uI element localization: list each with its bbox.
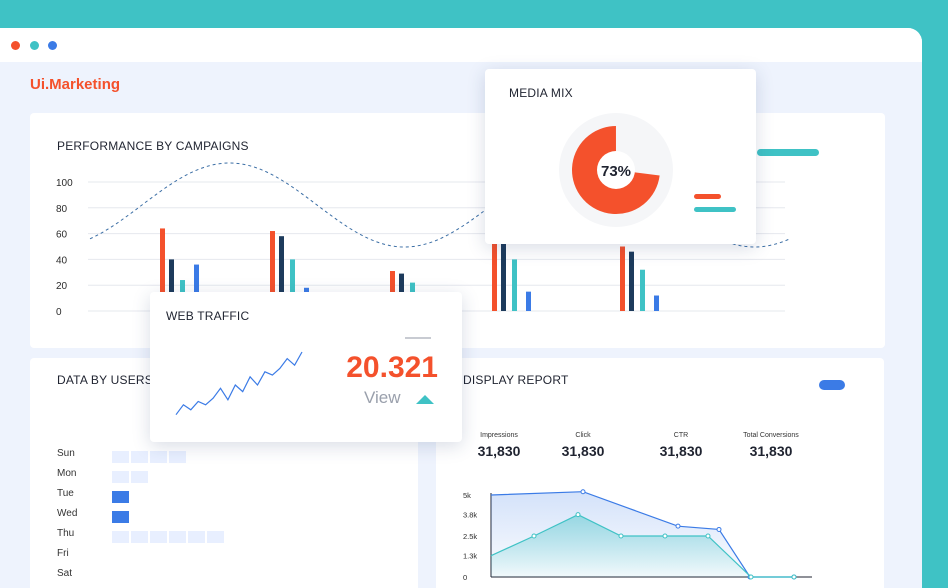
close-window-button[interactable]	[11, 41, 20, 50]
kpi-label: CTR	[673, 432, 689, 439]
menu-dash	[405, 337, 431, 339]
campaign-bar	[526, 291, 531, 311]
report-point	[748, 574, 754, 580]
display-report-title: DISPLAY REPORT	[463, 373, 569, 387]
legend-teal	[694, 207, 736, 212]
report-y-tick: 3.8k	[463, 511, 477, 520]
campaign-bar	[279, 236, 284, 311]
campaign-bar	[290, 259, 295, 311]
data-by-users-title: DATA BY USERS'	[57, 373, 156, 387]
campaign-bar	[270, 231, 275, 311]
heatmap-day-label: Tue	[57, 488, 74, 499]
web-traffic-sparkline	[175, 351, 303, 416]
campaign-bar	[160, 228, 165, 311]
performance-chart: 100 80 60 40 20 0	[56, 162, 791, 318]
report-toggle[interactable]	[819, 380, 845, 390]
kpi-value: 31,830	[561, 443, 605, 459]
report-point	[575, 512, 581, 518]
campaign-bar	[501, 238, 506, 311]
trend-up-icon	[416, 395, 434, 404]
brand-logo[interactable]: Ui.Marketing	[30, 76, 121, 93]
heatmap-day-label: Fri	[57, 548, 69, 559]
performance-title: PERFORMANCE BY CAMPAIGNS	[57, 139, 249, 153]
report-point	[716, 526, 722, 532]
heatmap-cell	[131, 471, 148, 483]
maximize-window-button[interactable]	[48, 41, 57, 50]
view-link[interactable]: View	[364, 388, 401, 407]
campaign-bar	[390, 271, 395, 311]
y-tick-label: 20	[56, 281, 68, 292]
donut-slice	[572, 126, 660, 214]
heatmap-cell	[112, 511, 129, 523]
web-traffic-title: WEB TRAFFIC	[166, 309, 250, 323]
traffic-line	[175, 351, 303, 416]
media-mix-panel: MEDIA MIX 73%	[485, 69, 756, 244]
media-mix-donut: 73%	[559, 113, 736, 227]
legend-orange	[694, 194, 721, 199]
heatmap-cell	[112, 531, 129, 543]
heatmap-day-label: Wed	[57, 508, 78, 519]
report-point	[791, 574, 797, 580]
campaign-bar	[620, 246, 625, 311]
report-y-tick: 5k	[463, 491, 471, 500]
report-point	[662, 533, 668, 539]
kpi-label: Total Conversions	[743, 432, 799, 439]
kpi-value: 31,830	[659, 443, 703, 459]
campaign-bar	[640, 269, 645, 311]
report-point	[580, 489, 586, 495]
campaign-bar	[194, 264, 199, 311]
heatmap-day-label: Mon	[57, 468, 77, 479]
title-bar	[0, 28, 922, 62]
report-point	[531, 533, 537, 539]
heatmap-cell	[169, 451, 186, 463]
report-y-tick: 1.3k	[463, 552, 477, 561]
kpi-value: 31,830	[477, 443, 521, 459]
kpi-value: 31,830	[749, 443, 793, 459]
kpi-label: Click	[575, 432, 591, 439]
report-point	[675, 523, 681, 529]
heatmap-cell	[131, 531, 148, 543]
display-report-chart: 5k 3.8k 2.5k 1.3k 0	[463, 489, 812, 582]
heatmap-day-label: Thu	[57, 528, 75, 539]
report-y-tick: 2.5k	[463, 532, 477, 541]
heatmap-cell	[150, 531, 167, 543]
y-tick-label: 100	[56, 178, 73, 189]
report-point	[618, 533, 624, 539]
minimize-window-button[interactable]	[30, 41, 39, 50]
campaign-bar	[629, 251, 634, 311]
heatmap-cell	[150, 451, 167, 463]
donut-hole	[597, 151, 635, 189]
report-area	[491, 514, 794, 577]
web-traffic-panel: WEB TRAFFIC 20.321 View	[150, 292, 462, 442]
heatmap-cell	[131, 451, 148, 463]
legend-bar	[757, 149, 819, 156]
y-tick-label: 0	[56, 307, 62, 318]
campaign-bar	[492, 241, 497, 311]
campaign-bar	[169, 259, 174, 311]
heatmap-cell	[112, 491, 129, 503]
heatmap-day-label: Sun	[57, 448, 75, 459]
campaign-bar	[512, 259, 517, 311]
kpi-label: Impressions	[480, 432, 518, 439]
y-tick-label: 40	[56, 255, 68, 266]
heatmap-cell	[112, 451, 129, 463]
y-tick-label: 80	[56, 204, 68, 215]
heatmap-cell	[188, 531, 205, 543]
heatmap-cell	[169, 531, 186, 543]
donut-percent-label: 73%	[601, 163, 631, 180]
campaign-bar	[654, 295, 659, 311]
report-point	[705, 533, 711, 539]
display-report-card: DISPLAY REPORT Impressions 31,830 Click 31,…	[436, 358, 884, 588]
web-traffic-value: 20.321	[346, 351, 438, 384]
media-mix-title: MEDIA MIX	[509, 86, 573, 100]
y-tick-label: 60	[56, 230, 68, 241]
heatmap-cell	[112, 471, 129, 483]
report-y-tick: 0	[463, 573, 467, 582]
heatmap-cell	[207, 531, 224, 543]
